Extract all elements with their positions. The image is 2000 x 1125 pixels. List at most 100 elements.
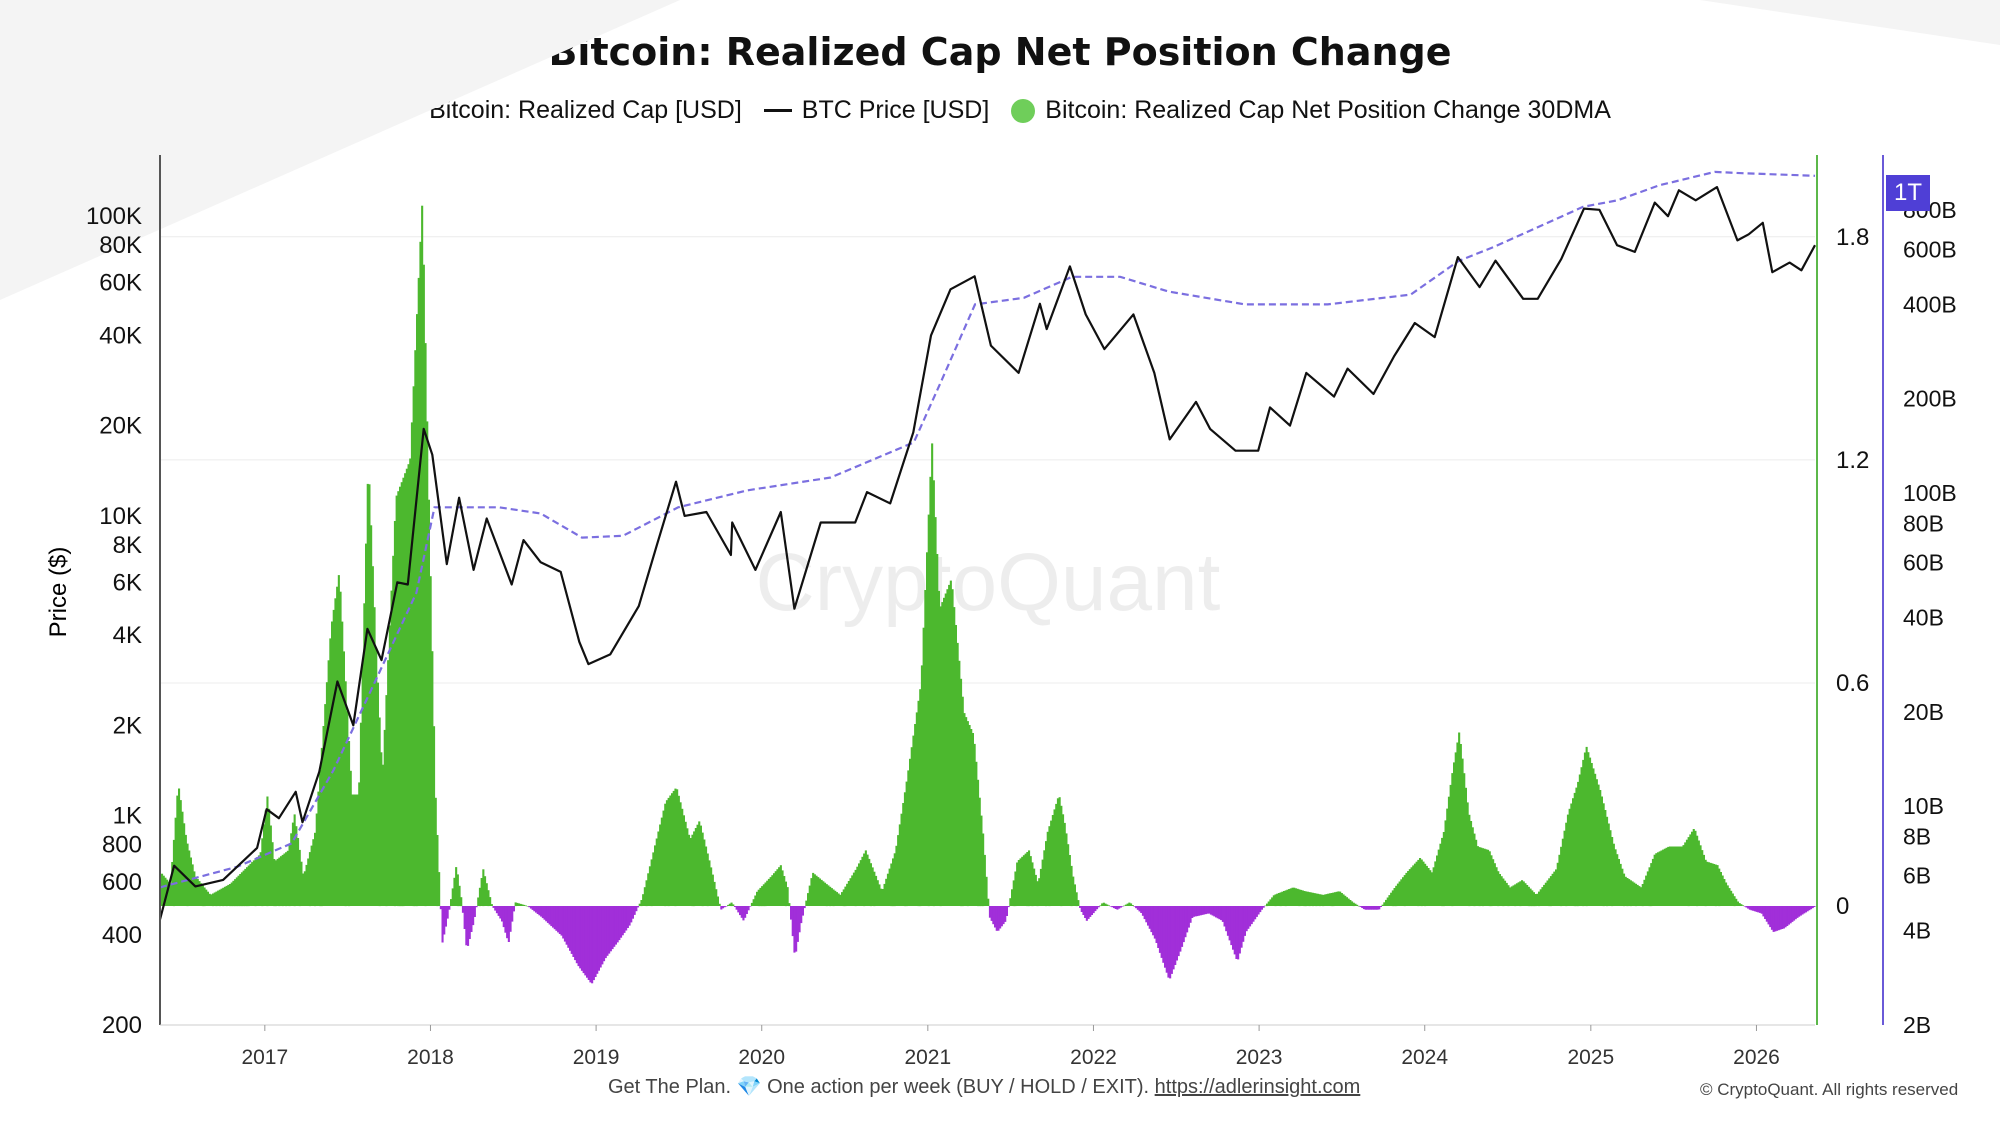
npc-bar <box>756 891 759 906</box>
npc-bar <box>1755 906 1758 912</box>
npc-bar <box>1417 859 1420 907</box>
right-axis-tick-label: 600B <box>1903 236 1957 262</box>
npc-bar <box>251 862 254 906</box>
npc-bar <box>752 899 755 906</box>
npc-bar <box>900 813 903 906</box>
mid-axis-tick-label: 1.2 <box>1836 447 1869 474</box>
npc-bar <box>1599 790 1602 906</box>
npc-bar <box>694 828 697 906</box>
npc-bar <box>907 770 910 906</box>
npc-bar <box>1492 859 1495 906</box>
npc-bar <box>1073 884 1076 906</box>
npc-bar <box>1487 849 1490 906</box>
npc-bar <box>305 864 308 906</box>
npc-bar <box>805 900 808 906</box>
npc-bar <box>1493 863 1496 906</box>
npc-bar <box>958 660 961 906</box>
npc-bar <box>1400 879 1403 906</box>
npc-bar <box>424 343 427 907</box>
npc-bar <box>1067 844 1070 906</box>
npc-bar <box>1315 893 1318 907</box>
npc-bar <box>1801 906 1804 915</box>
npc-bar <box>1286 889 1289 906</box>
legend-item-btc-price[interactable]: BTC Price [USD] <box>763 96 989 125</box>
npc-bar <box>664 803 667 907</box>
npc-bar <box>914 724 917 906</box>
npc-bar <box>795 906 798 952</box>
npc-bar <box>288 844 291 907</box>
npc-bar <box>404 473 407 906</box>
npc-bar <box>832 889 835 907</box>
right-axis-tick-label: 100B <box>1903 480 1957 506</box>
npc-bar <box>737 906 740 913</box>
npc-bar <box>790 906 793 920</box>
npc-bar <box>399 486 402 907</box>
npc-bar <box>1509 887 1512 906</box>
npc-bar <box>963 713 966 906</box>
npc-bar <box>1556 862 1559 906</box>
npc-bar <box>1498 874 1501 906</box>
npc-bar <box>450 899 453 906</box>
npc-bar <box>393 521 396 907</box>
npc-bar <box>1424 863 1427 907</box>
npc-bar <box>1808 906 1811 911</box>
npc-bar <box>779 865 782 906</box>
npc-bar <box>1116 906 1119 910</box>
footer-link[interactable]: https://adlerinsight.com <box>1154 1076 1361 1098</box>
npc-bar <box>1062 814 1065 906</box>
npc-bar <box>992 906 995 925</box>
npc-bar <box>944 593 947 906</box>
npc-bar <box>1439 843 1442 906</box>
npc-bar <box>1170 906 1173 974</box>
npc-bar <box>1651 858 1654 906</box>
npc-bar <box>446 906 449 919</box>
npc-bar <box>784 881 787 907</box>
npc-bar <box>1577 781 1580 907</box>
npc-bar <box>936 554 939 906</box>
npc-bar <box>1313 893 1316 906</box>
npc-bar <box>623 906 626 933</box>
npc-bar <box>766 880 769 906</box>
npc-bar <box>524 905 527 907</box>
npc-bar <box>705 846 708 906</box>
npc-bar <box>642 894 645 906</box>
npc-bar <box>1121 906 1124 907</box>
npc-bar <box>1624 876 1627 906</box>
npc-bar <box>1441 837 1444 907</box>
npc-bar <box>183 823 186 906</box>
npc-bar <box>1568 808 1571 906</box>
npc-bar <box>1413 863 1416 906</box>
npc-bar <box>390 590 393 906</box>
npc-bar <box>1208 906 1211 914</box>
npc-bar <box>1274 894 1277 907</box>
npc-bar <box>162 875 165 906</box>
legend-item-realized-cap[interactable]: Bitcoin: Realized Cap [USD] <box>389 96 742 125</box>
npc-bar <box>577 906 580 967</box>
mid-axis-tick-label: 0.6 <box>1836 670 1869 697</box>
npc-bar <box>1136 906 1139 910</box>
npc-bar <box>344 681 347 907</box>
npc-bar <box>1475 839 1478 906</box>
npc-bar <box>325 682 328 906</box>
npc-bar <box>297 838 300 906</box>
npc-bar <box>667 797 670 907</box>
npc-bar <box>1590 763 1593 906</box>
npc-bar <box>1340 893 1343 906</box>
npc-bar <box>205 889 208 906</box>
npc-bar <box>842 889 845 907</box>
npc-bar <box>1158 906 1161 953</box>
left-axis-tick-label: 60K <box>99 270 142 297</box>
npc-bar <box>1696 835 1699 907</box>
npc-bar <box>1685 839 1688 906</box>
npc-bar <box>349 770 352 906</box>
legend-item-npc[interactable]: Bitcoin: Realized Cap Net Position Chang… <box>1011 96 1611 125</box>
npc-bar <box>733 906 736 907</box>
npc-bar <box>1070 865 1073 907</box>
npc-bar <box>825 884 828 907</box>
npc-bar <box>453 877 456 906</box>
npc-bar <box>1293 887 1296 906</box>
npc-bar <box>1252 906 1255 922</box>
npc-bar <box>252 860 255 906</box>
npc-bar <box>620 906 623 938</box>
npc-bar <box>747 906 750 911</box>
